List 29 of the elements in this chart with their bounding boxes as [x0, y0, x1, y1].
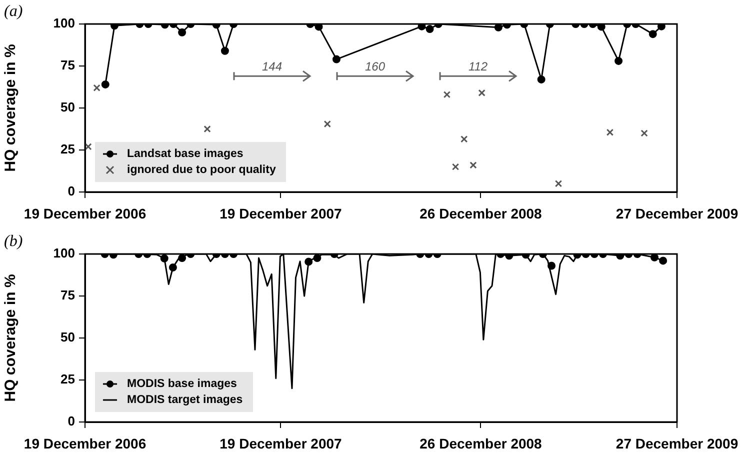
x-tick-label: 19 December 2006 — [24, 205, 146, 222]
y-tick-label: 25 — [60, 142, 75, 157]
x-tick-label: 26 December 2008 — [420, 435, 542, 452]
y-tick-label: 75 — [60, 288, 75, 303]
x-tick-label: 26 December 2008 — [420, 205, 542, 222]
y-tick-label: 100 — [53, 246, 75, 261]
y-tick-label: 50 — [60, 100, 75, 115]
y-tick-label: 100 — [53, 16, 75, 31]
legend-label: MODIS target images — [127, 394, 243, 406]
y-tick-label: 75 — [60, 58, 75, 73]
y-tick-label: 25 — [60, 372, 75, 387]
y-axis-title: HQ coverage in % — [2, 44, 20, 172]
y-tick-label: 0 — [68, 184, 75, 199]
annotation: 160 — [364, 59, 386, 74]
x-tick-label: 19 December 2006 — [24, 435, 146, 452]
x-tick-label: 27 December 2009 — [616, 205, 738, 222]
legend-label: MODIS base images — [127, 378, 237, 390]
text: (b) — [4, 233, 23, 250]
legend-label: Landsat base images — [127, 148, 244, 160]
y-tick-label: 0 — [68, 414, 75, 429]
legend-label: ignored due to poor quality — [127, 164, 276, 176]
annotation: 112 — [468, 59, 488, 74]
y-axis-title: HQ coverage in % — [2, 274, 20, 402]
y-tick-label: 50 — [60, 330, 75, 345]
x-tick-label: 19 December 2007 — [220, 205, 342, 222]
text: (a) — [4, 3, 23, 20]
x-tick-label: 19 December 2007 — [220, 435, 342, 452]
annotation: 144 — [262, 59, 282, 74]
x-tick-label: 27 December 2009 — [616, 435, 738, 452]
